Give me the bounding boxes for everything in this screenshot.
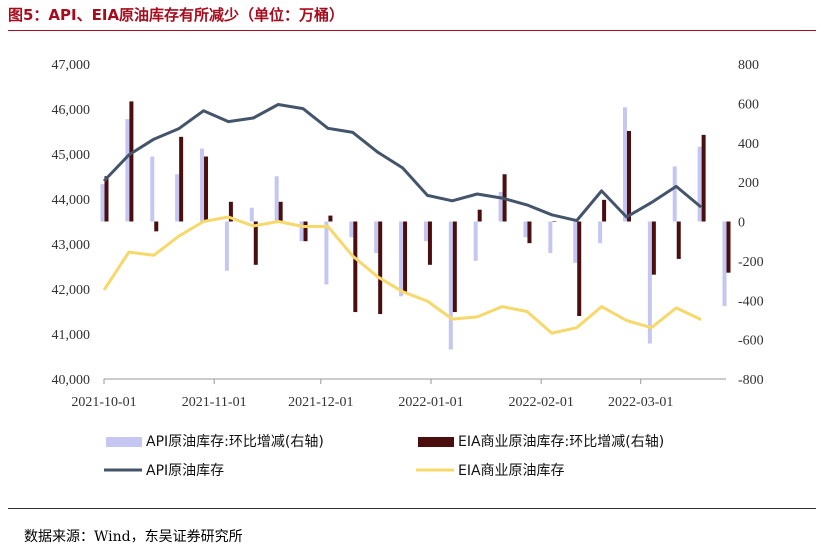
x-tick-label: 2022-02-01 <box>509 395 574 410</box>
eia-change-bar <box>651 221 656 275</box>
eia-change-bar <box>527 221 532 244</box>
api-change-bar <box>200 148 205 222</box>
eia-change-bar <box>403 221 408 293</box>
right-tick-label: 400 <box>738 137 759 152</box>
api-change-bar <box>473 221 478 261</box>
x-tick-label: 2021-11-01 <box>182 395 247 410</box>
footer-divider <box>8 508 816 509</box>
api-change-bar <box>125 119 130 222</box>
left-tick-label: 43,000 <box>52 238 91 253</box>
eia-change-bar <box>253 221 258 265</box>
eia-change-bar <box>701 134 706 222</box>
eia-change-bar <box>676 221 681 259</box>
legend-label-eia-change: EIA商业原油库存:环比增减(右轴) <box>458 434 664 450</box>
eia-change-bar <box>104 176 109 222</box>
axes <box>103 378 726 384</box>
legend-label-api-change: API原油库存:环比增减(右轴) <box>146 434 324 450</box>
eia-stock-line <box>102 215 702 335</box>
right-tick-label: 0 <box>738 216 745 231</box>
api-change-bar <box>100 184 105 222</box>
left-tick-label: 44,000 <box>52 193 91 208</box>
eia-change-bar <box>378 221 383 315</box>
right-tick-label: -200 <box>738 255 764 270</box>
source-note: 数据来源：Wind，东吴证券研究所 <box>24 529 243 545</box>
eia-change-bar <box>228 201 233 222</box>
api-change-bar <box>498 191 503 222</box>
line-series <box>102 103 703 335</box>
x-tick-label: 2022-03-01 <box>608 395 673 410</box>
api-change-bar <box>175 174 180 222</box>
title-divider <box>8 30 816 31</box>
api-change-bar <box>622 107 627 222</box>
eia-change-bar <box>626 130 631 222</box>
api-change-bar <box>349 221 354 238</box>
bar-series <box>100 101 731 350</box>
eia-change-bar <box>577 221 582 316</box>
api-change-bar <box>423 221 428 242</box>
eia-change-bar <box>353 221 358 313</box>
api-stock-line <box>102 103 703 223</box>
eia-change-bar <box>303 221 308 242</box>
eia-change-bar <box>278 201 283 222</box>
right-tick-label: -400 <box>738 294 764 309</box>
left-tick-label: 45,000 <box>52 148 91 163</box>
right-tick-label: -600 <box>738 334 764 349</box>
api-change-bar <box>548 221 553 253</box>
legend-swatch-eia-change <box>418 437 454 447</box>
figure-title: 图5：API、EIA原油库存有所减少（单位：万桶） <box>8 6 345 24</box>
api-change-bar <box>448 221 453 350</box>
left-tick-label: 41,000 <box>52 328 91 343</box>
api-change-bar <box>299 221 304 242</box>
x-tick-label: 2022-01-01 <box>398 395 463 410</box>
right-tick-label: -800 <box>738 373 764 388</box>
api-change-bar <box>324 221 329 285</box>
left-tick-label: 42,000 <box>52 283 91 298</box>
legend-swatch-api-change <box>106 437 142 447</box>
api-change-bar <box>697 146 702 222</box>
eia-change-bar <box>328 215 333 222</box>
api-change-bar <box>374 221 379 253</box>
api-change-bar <box>672 166 677 222</box>
eia-change-bar <box>179 136 184 222</box>
eia-change-bar <box>452 221 457 313</box>
eia-change-bar <box>552 221 557 222</box>
right-tick-label: 600 <box>738 97 759 112</box>
api-change-bar <box>647 221 652 344</box>
chart: 40,000 41,000 42,000 43,000 44,000 45,000 46,0… <box>52 58 764 479</box>
eia-change-bar <box>129 101 134 222</box>
tick-labels: 40,000 41,000 42,000 43,000 44,000 45,000 46,0… <box>52 58 764 410</box>
eia-change-bar <box>602 199 607 222</box>
x-tick-label: 2021-12-01 <box>288 395 353 410</box>
legend: API原油库存:环比增减(右轴) EIA商业原油库存:环比增减(右轴) API原… <box>104 434 664 479</box>
eia-change-bar <box>427 221 432 265</box>
api-change-bar <box>722 221 727 307</box>
left-tick-label: 40,000 <box>52 373 91 388</box>
legend-label-eia-stock: EIA商业原油库存 <box>458 463 565 479</box>
eia-change-bar <box>477 209 482 222</box>
eia-change-bar <box>726 221 731 273</box>
api-change-bar <box>249 207 254 222</box>
api-change-bar <box>224 221 229 271</box>
left-tick-label: 46,000 <box>52 103 91 118</box>
api-change-bar <box>573 221 578 263</box>
right-tick-label: 200 <box>738 176 759 191</box>
eia-change-bar <box>204 156 209 222</box>
api-change-bar <box>150 156 155 222</box>
api-change-bar <box>598 221 603 244</box>
api-change-bar <box>523 221 528 238</box>
api-change-bar <box>274 176 279 222</box>
legend-label-api-stock: API原油库存 <box>146 463 224 479</box>
right-tick-label: 800 <box>738 58 759 73</box>
eia-change-bar <box>154 221 159 232</box>
left-tick-label: 47,000 <box>52 58 91 73</box>
api-change-bar <box>399 221 404 297</box>
x-tick-label: 2021-10-01 <box>71 395 136 410</box>
